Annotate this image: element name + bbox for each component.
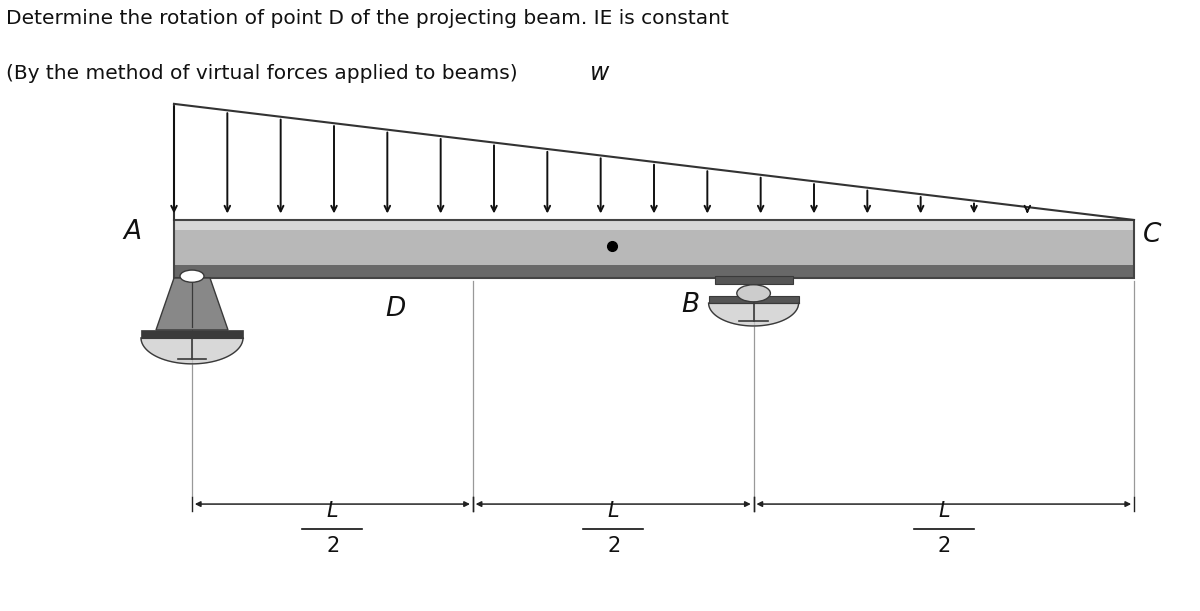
Text: $2$: $2$	[937, 536, 950, 555]
Text: $2$: $2$	[326, 536, 338, 555]
Polygon shape	[174, 265, 1134, 278]
Polygon shape	[142, 338, 244, 364]
Text: $A$: $A$	[122, 219, 142, 245]
Bar	[142, 330, 242, 338]
Text: $D$: $D$	[385, 296, 407, 321]
Text: $L$: $L$	[607, 502, 619, 521]
Text: $L$: $L$	[937, 502, 950, 521]
Polygon shape	[174, 220, 1134, 230]
Bar	[708, 296, 799, 303]
Circle shape	[737, 285, 770, 302]
Text: (By the method of virtual forces applied to beams): (By the method of virtual forces applied…	[6, 64, 517, 83]
Polygon shape	[708, 303, 799, 326]
Text: $L$: $L$	[326, 502, 338, 521]
Text: $B$: $B$	[680, 293, 700, 318]
Polygon shape	[174, 230, 1134, 265]
Text: Determine the rotation of point D of the projecting beam. IE is constant: Determine the rotation of point D of the…	[6, 9, 728, 28]
Polygon shape	[156, 278, 228, 330]
Text: $2$: $2$	[607, 536, 619, 555]
Text: $w$: $w$	[589, 61, 611, 86]
Text: $C$: $C$	[1142, 222, 1162, 248]
Circle shape	[180, 270, 204, 282]
Bar	[715, 276, 793, 284]
